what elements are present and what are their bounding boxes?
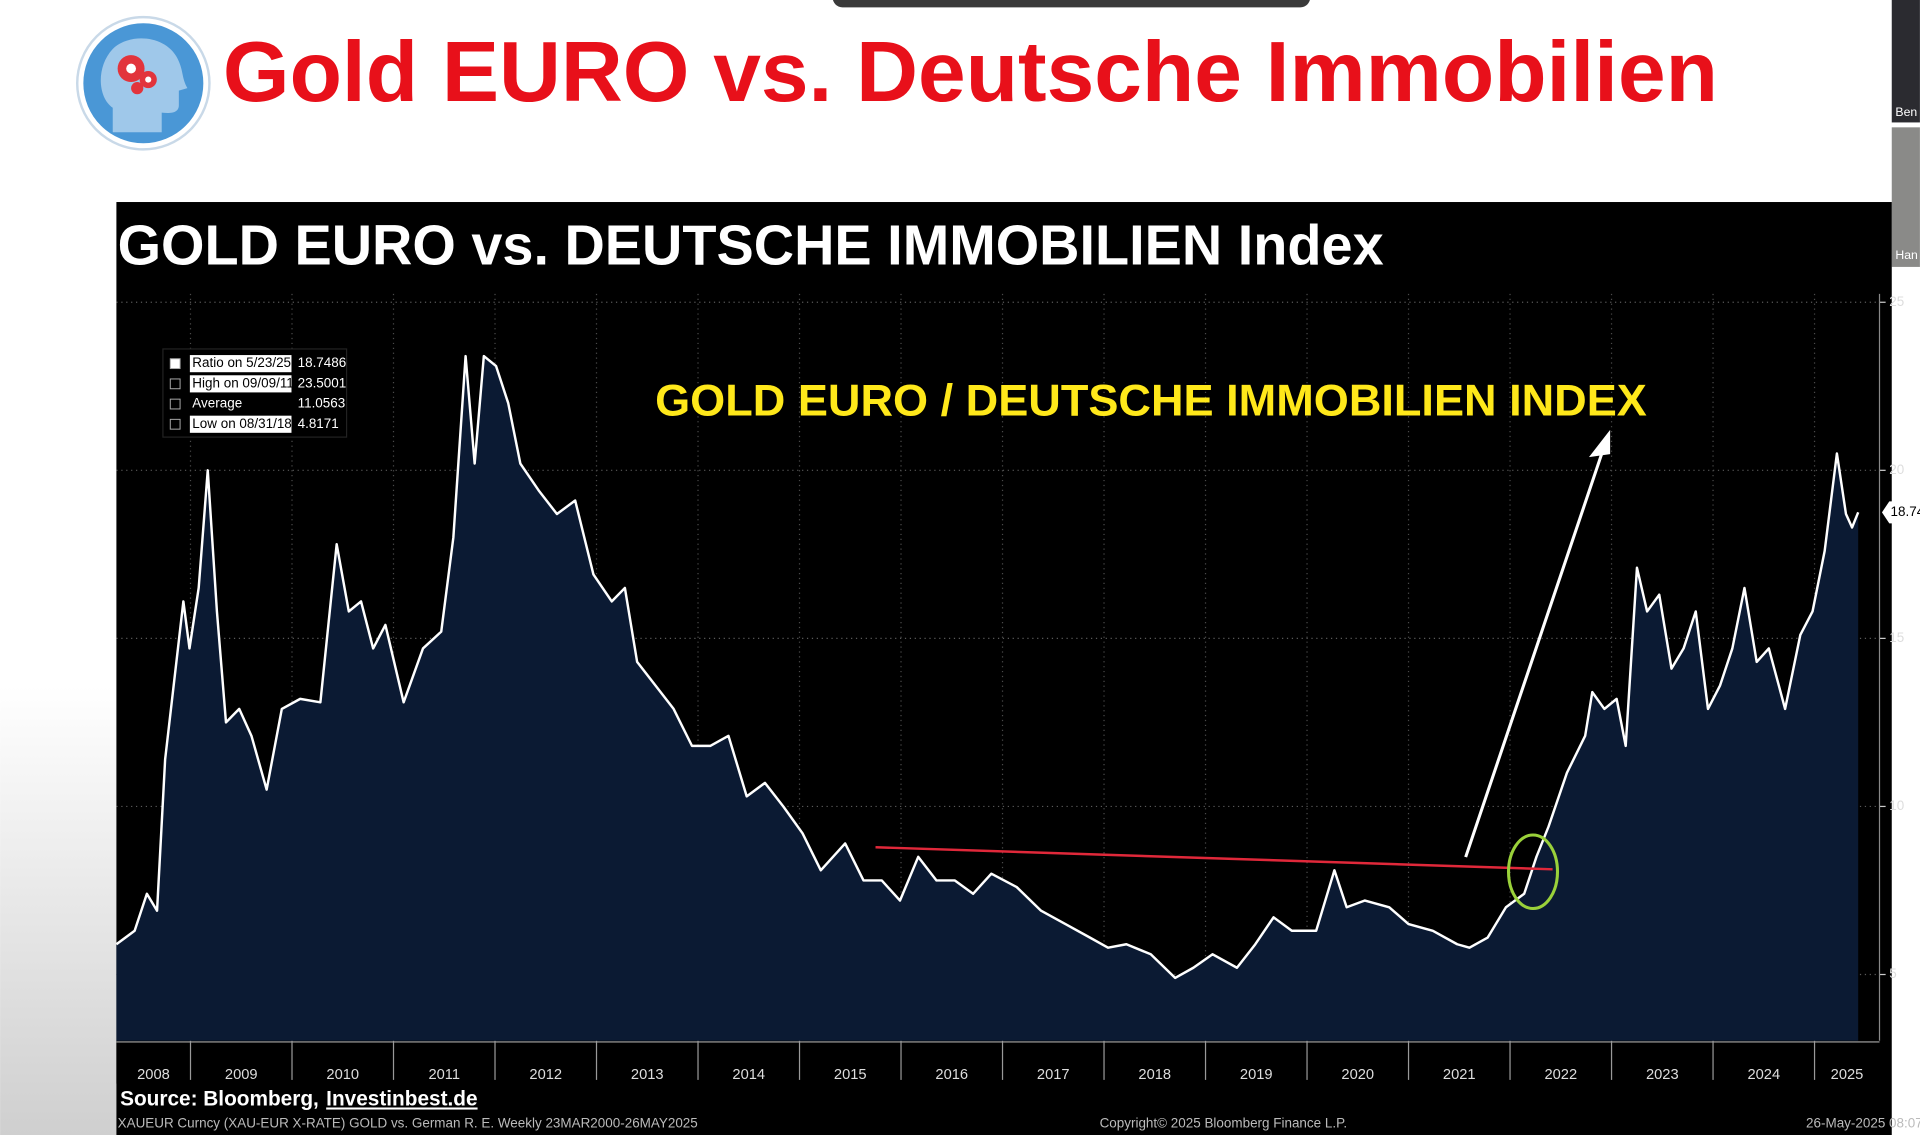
stats-icon	[169, 398, 181, 410]
last-value-label: 18.7486	[1891, 504, 1920, 519]
arrow-head	[1588, 429, 1611, 458]
source-text: Source: Bloomberg,	[120, 1087, 319, 1110]
x-tick-label: 2014	[732, 1067, 765, 1083]
x-tick-label: 2020	[1341, 1067, 1374, 1083]
source-link: Investinbest.de	[326, 1087, 477, 1110]
footer-center: Copyright© 2025 Bloomberg Finance L.P.	[1100, 1116, 1347, 1131]
x-tick-label: 2013	[631, 1067, 664, 1083]
trend-line	[875, 846, 1553, 871]
stats-label: High on 09/09/11	[192, 375, 293, 390]
x-tick-label: 2024	[1747, 1067, 1780, 1083]
left-shade	[0, 685, 117, 1135]
video-toolbar	[832, 0, 1310, 8]
chart-title: GOLD EURO vs. DEUTSCHE IMMOBILIEN Index	[118, 214, 1384, 277]
arrow	[1464, 450, 1605, 858]
x-tick-label: 2022	[1544, 1067, 1577, 1083]
participant-tile	[1891, 127, 1920, 267]
x-tick-label: 2019	[1240, 1067, 1273, 1083]
y-tick-label: 5	[1889, 966, 1896, 981]
stats-label-bg	[189, 355, 292, 373]
annotation: GOLD EURO / DEUTSCHE IMMOBILIEN INDEX	[655, 377, 1647, 426]
stats-label-bg	[189, 395, 292, 413]
stats-value: 11.0563	[298, 396, 346, 411]
y-tick-label: 15	[1889, 630, 1904, 645]
stats-label: Average	[192, 396, 242, 411]
last-value-marker	[1881, 501, 1920, 524]
y-tick-label: 25	[1889, 294, 1904, 309]
x-tick-label: 2017	[1037, 1067, 1070, 1083]
participant-tile	[1891, 0, 1920, 123]
x-tick-label: 2011	[428, 1067, 460, 1083]
x-tick-label: 2008	[137, 1067, 170, 1083]
stats-icon	[169, 358, 181, 370]
x-tick-label: 2016	[935, 1067, 968, 1083]
x-tick-label: 2021	[1443, 1067, 1476, 1083]
stats-label-bg	[189, 415, 292, 433]
x-tick-label: 2009	[225, 1067, 258, 1083]
y-tick-label: 10	[1889, 798, 1904, 813]
footer-right: 26-May-2025 08:07:	[1806, 1116, 1920, 1131]
x-tick-label: 2025	[1831, 1067, 1864, 1083]
highlight-ellipse	[1506, 833, 1560, 911]
stats-label: Low on 08/31/18	[192, 416, 291, 431]
footer-left: XAUEUR Curncy (XAU-EUR X-RATE) GOLD vs. …	[118, 1116, 698, 1131]
participant-name: Han	[1895, 248, 1918, 262]
stats-label: Ratio on 5/23/25	[192, 355, 291, 370]
x-axis-band	[116, 1040, 1880, 1084]
series-line	[115, 354, 1860, 980]
x-tick-label: 2023	[1646, 1067, 1679, 1083]
stats-label-bg	[189, 375, 292, 393]
area-fill	[116, 356, 1859, 1041]
source: Source: Bloomberg, Investinbest.de	[120, 1087, 478, 1110]
logo	[75, 15, 211, 151]
x-tick-label: 2010	[326, 1067, 359, 1083]
x-tick-label: 2018	[1138, 1067, 1171, 1083]
page-title: Gold EURO vs. Deutsche Immobilien	[223, 24, 1718, 120]
x-tick-label: 2012	[529, 1067, 562, 1083]
y-tick-label: 20	[1889, 462, 1904, 477]
x-tick-label: 2015	[834, 1067, 867, 1083]
participant-name: Ben	[1895, 105, 1917, 119]
stats-icon	[169, 378, 181, 390]
stats-box: Ratio on 5/23/25 18.7486 High on 09/09/11 2…	[162, 348, 348, 438]
stats-value: 23.5001	[298, 375, 347, 390]
stats-value: 4.8171	[298, 416, 339, 431]
stats-icon	[169, 418, 181, 430]
stats-value: 18.7486	[298, 355, 347, 370]
